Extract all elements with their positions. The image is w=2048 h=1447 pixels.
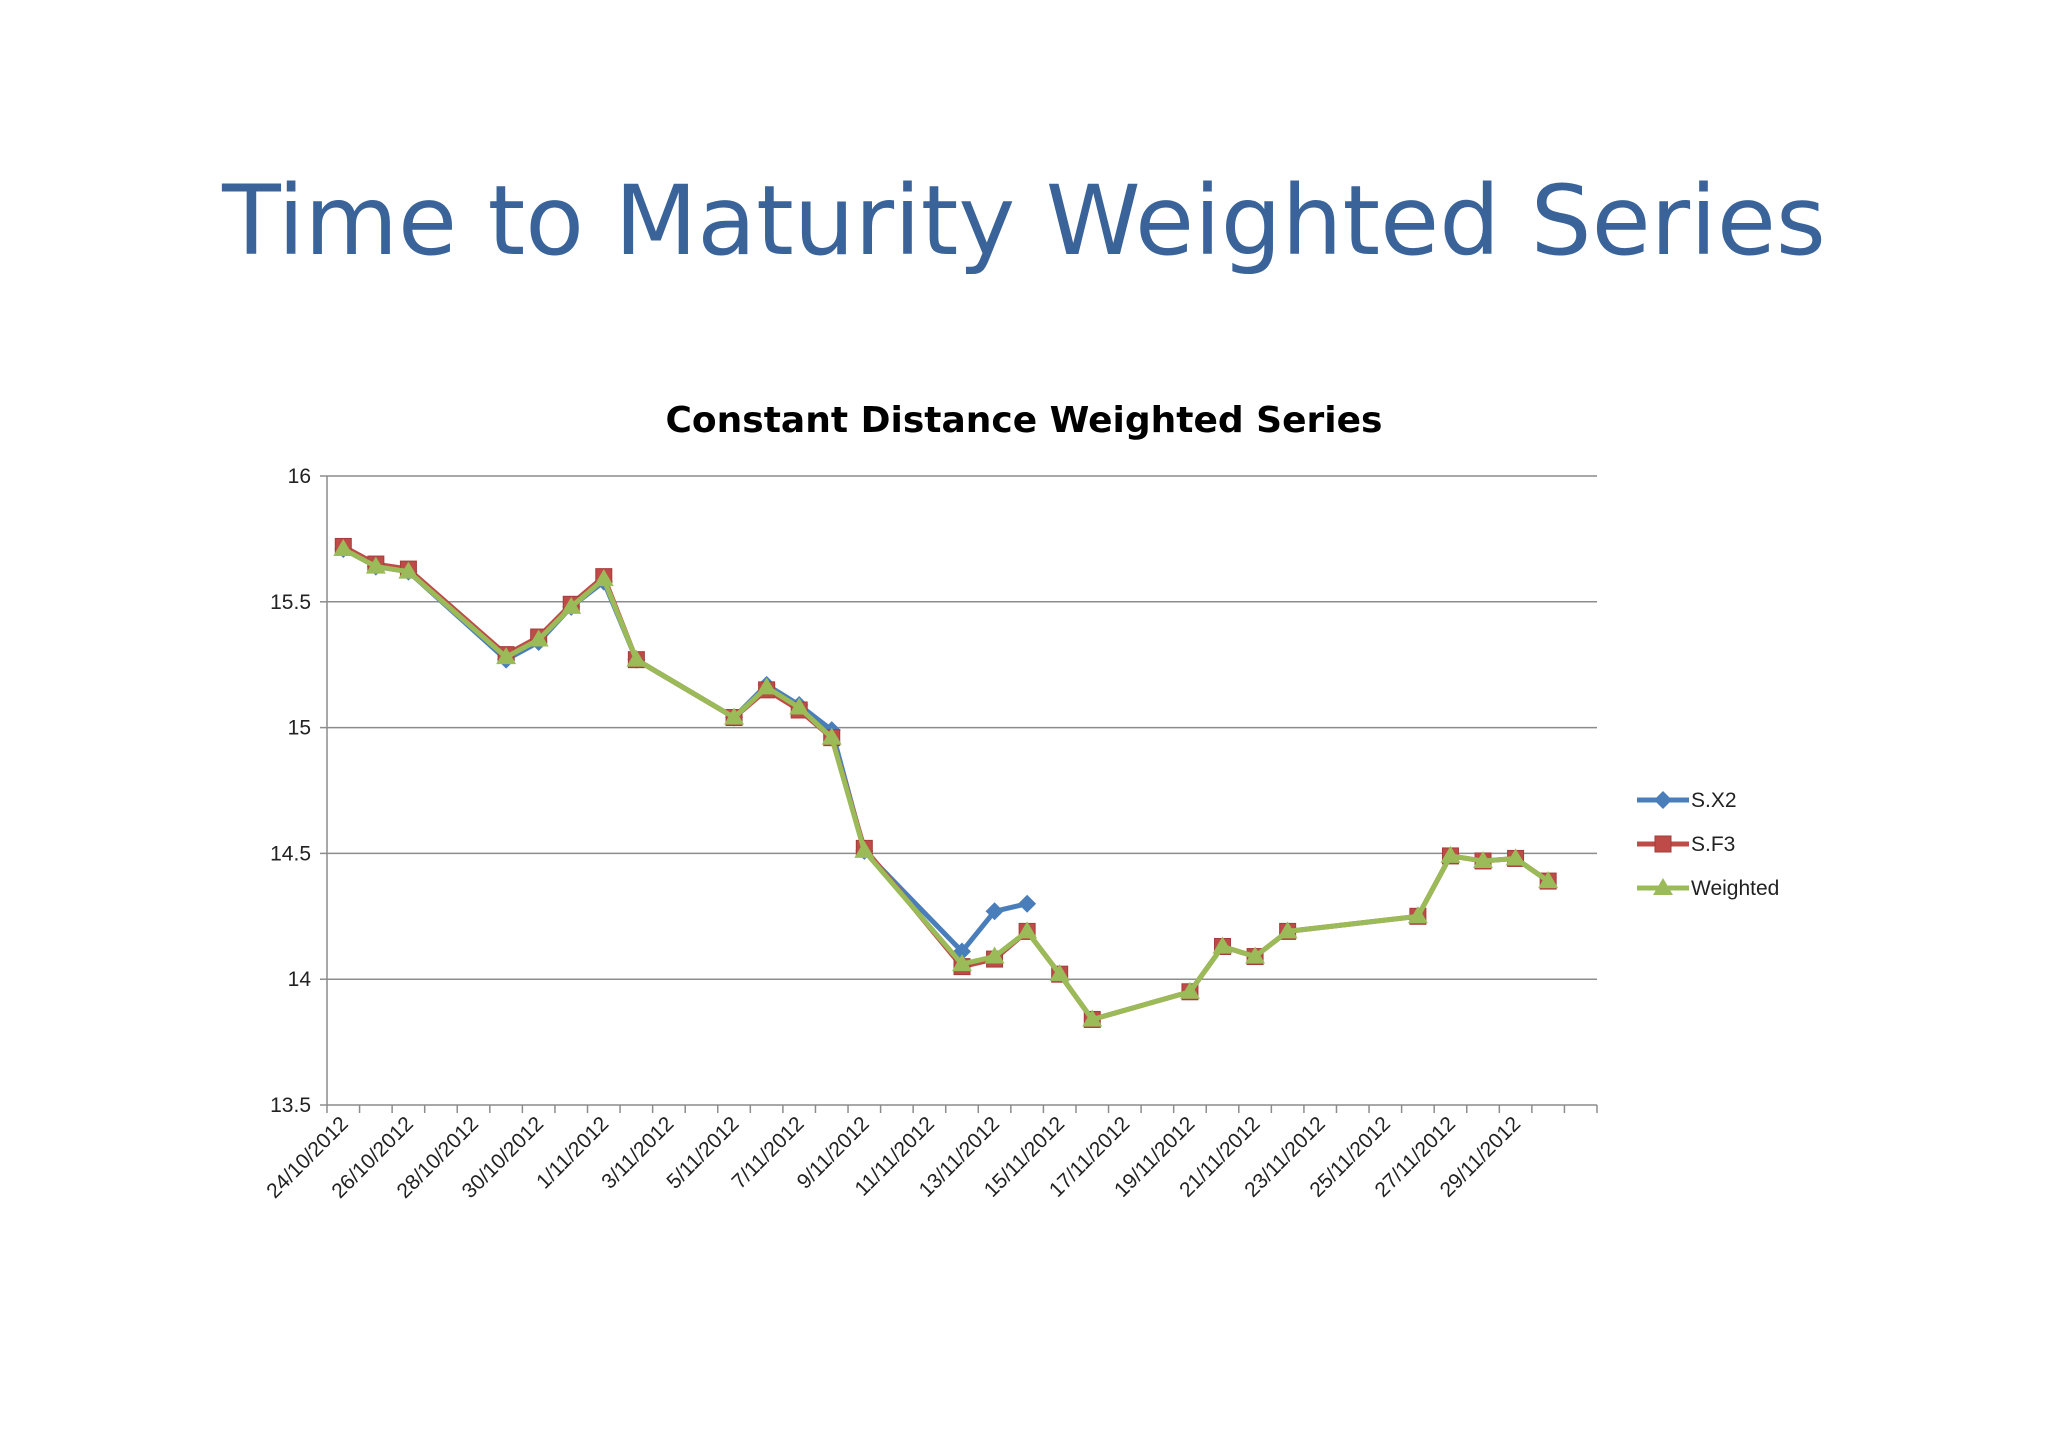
marker-triangle (1049, 964, 1070, 982)
marker-triangle (1017, 921, 1038, 939)
y-tick-label: 14 (288, 968, 312, 991)
legend-label: S.F3 (1691, 833, 1735, 856)
marker-triangle (365, 556, 386, 574)
marker-triangle (1277, 921, 1298, 939)
y-tick-label: 15 (288, 717, 311, 740)
marker-triangle (333, 538, 354, 556)
marker-diamond (1018, 894, 1037, 913)
y-tick-label: 15.5 (270, 591, 311, 614)
series-s-f3 (334, 537, 1557, 1028)
marker-triangle (984, 946, 1005, 964)
marker-triangle (1653, 878, 1673, 895)
marker-triangle (1538, 871, 1559, 889)
marker-triangle (789, 697, 810, 715)
axes: 1615.51514.51413.524/10/201226/10/201228… (262, 465, 1598, 1203)
y-tick-label: 16 (288, 465, 311, 488)
marker-triangle (724, 707, 745, 725)
series-line (342, 546, 1550, 1022)
chart-title: Constant Distance Weighted Series (666, 400, 1383, 441)
y-tick-label: 14.5 (270, 842, 311, 865)
marker-square (1654, 835, 1672, 853)
gridlines (327, 475, 1597, 980)
legend-item: Weighted (1637, 877, 1779, 900)
marker-triangle (1179, 981, 1200, 999)
marker-triangle (952, 954, 972, 972)
marker-triangle (1440, 845, 1461, 863)
series-weighted (333, 538, 1559, 1027)
marker-triangle (1245, 946, 1266, 964)
marker-diamond (1654, 791, 1672, 809)
marker-triangle (1473, 850, 1494, 868)
slide-title: Time to Maturity Weighted Series (222, 165, 1826, 277)
marker-triangle (854, 840, 875, 858)
marker-triangle (821, 727, 842, 745)
marker-triangle (1082, 1009, 1103, 1027)
legend-label: Weighted (1691, 877, 1779, 900)
series-line (342, 546, 1028, 955)
series-s-x2 (334, 539, 1037, 961)
marker-triangle (756, 677, 777, 695)
series-lines (333, 537, 1559, 1028)
legend-item: S.F3 (1637, 833, 1735, 856)
marker-diamond (985, 902, 1004, 921)
legend: S.X2 S.F3 Weighted (1637, 789, 1779, 900)
marker-triangle (1212, 936, 1233, 954)
marker-triangle (593, 569, 614, 587)
marker-triangle (561, 596, 582, 614)
marker-triangle (1407, 906, 1428, 924)
y-tick-label: 13.5 (270, 1094, 311, 1117)
legend-item: S.X2 (1637, 789, 1737, 812)
marker-triangle (528, 629, 549, 647)
marker-triangle (1505, 848, 1526, 866)
marker-triangle (398, 561, 419, 579)
legend-label: S.X2 (1691, 789, 1737, 812)
marker-triangle (496, 647, 517, 665)
marker-triangle (626, 649, 647, 667)
